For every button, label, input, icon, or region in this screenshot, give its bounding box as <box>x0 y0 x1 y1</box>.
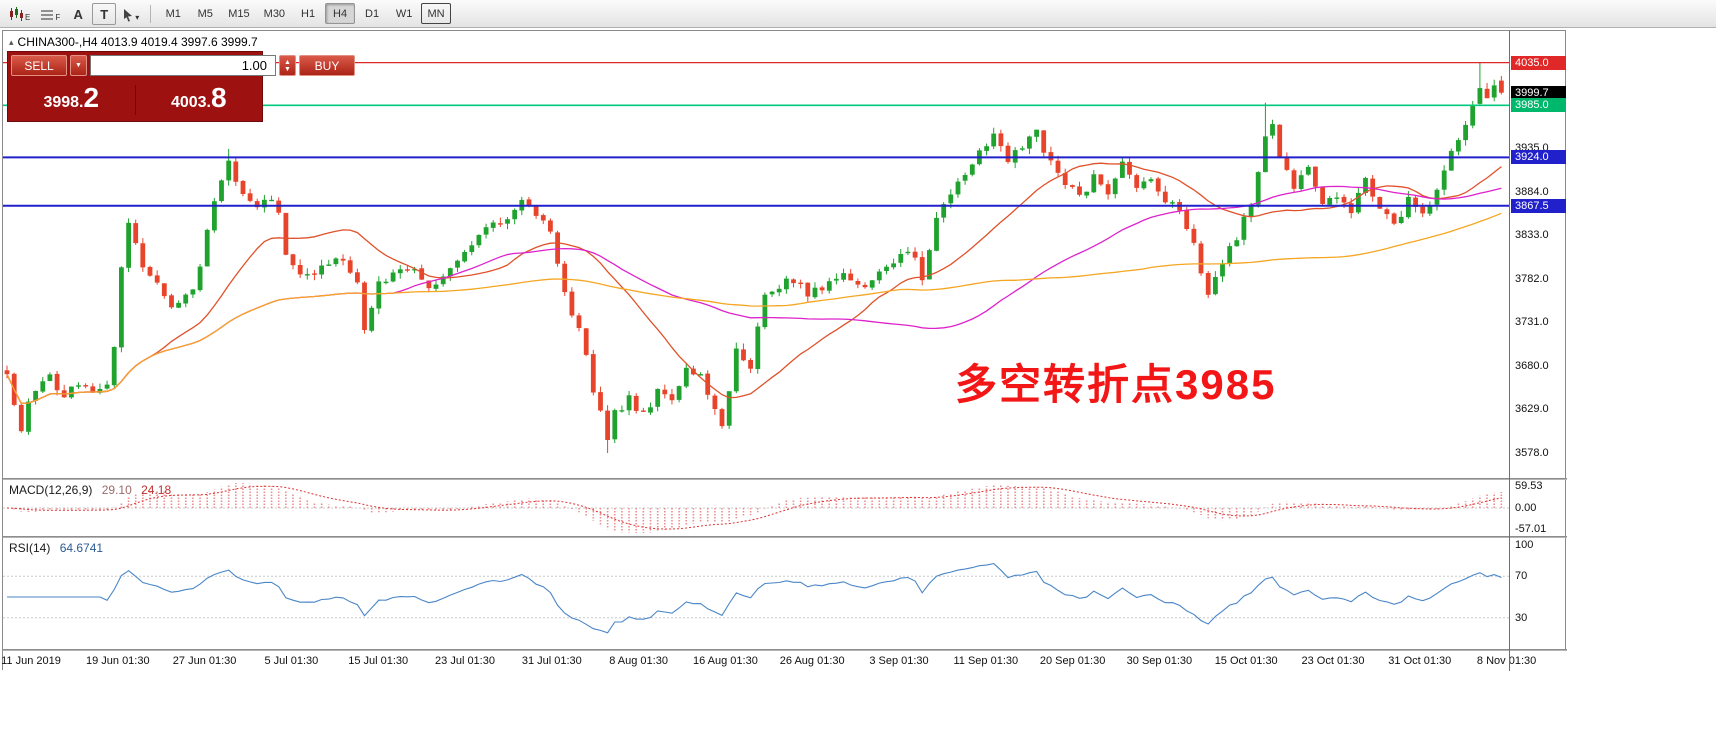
time-axis-label: 8 Aug 01:30 <box>609 655 668 667</box>
grid-chart-icon[interactable]: F <box>36 3 64 25</box>
chart-ohlc-header: ▴ CHINA300-,H4 4013.9 4019.4 3997.6 3999… <box>9 35 258 49</box>
grid-glyph <box>41 9 54 20</box>
rsi-indicator-chart[interactable] <box>3 538 1509 649</box>
price-axis-label: 3782.0 <box>1515 272 1549 285</box>
time-axis[interactable]: 11 Jun 2019 19 Jun 01:30 27 Jun 01:30 5 Jul… <box>1 651 1567 671</box>
macd-axis-label: 59.53 <box>1515 480 1543 492</box>
time-axis-label: 27 Jun 01:30 <box>172 655 237 667</box>
timeframe-button-m5[interactable]: M5 <box>197 7 213 20</box>
buy-price: 4003.8 <box>170 81 227 113</box>
candlestick-chart[interactable] <box>3 31 1509 478</box>
macd-label: MACD(12,26,9) 29.10 24.18 <box>9 483 172 497</box>
price-axis-label: 3833.0 <box>1515 229 1549 242</box>
timeframe-button-w1[interactable]: W1 <box>395 7 413 20</box>
chevron-down-icon: ▼ <box>284 65 291 73</box>
sell-button[interactable]: SELL <box>11 55 67 76</box>
time-axis-label: 8 Nov 01:30 <box>1476 655 1537 667</box>
time-axis-label: 11 Sep 01:30 <box>953 655 1019 667</box>
chart-annotation-text: 多空转折点3985 <box>955 361 1277 408</box>
rsi-axis-label: 70 <box>1515 570 1528 583</box>
panel-separator <box>3 649 1567 651</box>
price-tag-3924.0: 3924.0 <box>1511 150 1566 165</box>
time-axis-label: 5 Jul 01:30 <box>264 655 319 667</box>
candlestick-glyph <box>10 6 23 21</box>
time-axis-label: 23 Oct 01:30 <box>1301 655 1365 667</box>
chevron-down-icon: ▾ <box>135 12 140 22</box>
timeframe-toolbar: M1 M5 M15 M30 H1 H4 D1 W1 MN <box>157 3 452 24</box>
chevron-down-icon: ▼ <box>75 62 82 69</box>
rsi-label: RSI(14) 64.6741 <box>9 541 104 555</box>
cursor-select-icon[interactable]: ▾ <box>118 3 143 25</box>
time-axis-label: 26 Aug 01:30 <box>779 655 845 667</box>
cursor-glyph <box>124 8 133 22</box>
macd-axis-label: 0.00 <box>1515 502 1537 514</box>
time-axis-label: 15 Oct 01:30 <box>1214 655 1278 667</box>
toolbar-separator <box>150 4 152 23</box>
price-tag-3867.5: 3867.5 <box>1511 198 1566 213</box>
timeframe-button-h4[interactable]: H4 <box>325 3 356 24</box>
timeframe-button-m15[interactable]: M15 <box>228 7 250 20</box>
price-axis[interactable]: 3935.0 3884.0 3833.0 3782.0 3731.0 3680.0 3629… <box>1509 31 1567 671</box>
time-axis-label: 3 Sep 01:30 <box>869 655 929 667</box>
time-axis-label: 20 Sep 01:30 <box>1039 655 1106 667</box>
timeframe-button-d1[interactable]: D1 <box>365 7 380 20</box>
price-axis-label: 3578.0 <box>1515 446 1549 459</box>
trade-controls-row: SELL ▼ ▲▼ BUY <box>8 52 355 79</box>
time-axis-label: 31 Jul 01:30 <box>521 655 582 667</box>
time-axis-label: 11 Jun 2019 <box>1 655 61 667</box>
timeframe-button-m1[interactable]: M1 <box>165 7 181 20</box>
price-axis-label: 3731.0 <box>1515 316 1549 329</box>
macd-signal-value: 24.18 <box>141 483 172 497</box>
price-axis-label: 3629.0 <box>1515 403 1549 416</box>
candlestick-chart-icon[interactable]: E <box>5 3 34 25</box>
time-axis-label: 15 Jul 01:30 <box>348 655 409 667</box>
chevron-up-icon: ▲ <box>284 58 291 66</box>
rsi-axis-label: 100 <box>1515 539 1534 551</box>
price-tag-4035.0: 4035.0 <box>1511 55 1566 70</box>
time-axis-label: 16 Aug 01:30 <box>692 655 758 667</box>
volume-stepper[interactable]: ▲ ▼ <box>279 55 296 76</box>
timeframe-button-h1[interactable]: H1 <box>301 7 316 20</box>
collapse-arrow-icon[interactable]: ▴ <box>9 36 14 47</box>
price-tag-3999.7: 3999.7 <box>1511 85 1566 100</box>
panel-separator[interactable] <box>3 478 1567 480</box>
macd-main-value: 29.10 <box>101 483 132 497</box>
rsi-axis-label: 30 <box>1515 611 1528 624</box>
timeframe-button-mn[interactable]: MN <box>421 3 452 24</box>
timeframe-button-m30[interactable]: M30 <box>263 7 286 20</box>
chart-header-text: CHINA300-,H4 4013.9 4019.4 3997.6 3999.7 <box>17 35 258 49</box>
one-click-trading-panel: SELL ▼ ▲▼ BUY 3998.2 4003.8 <box>7 51 355 122</box>
time-axis-label: 31 Oct 01:30 <box>1388 655 1452 667</box>
time-axis-label: 19 Jun 01:30 <box>85 655 150 667</box>
volume-input[interactable] <box>90 55 276 76</box>
toolbar: E F A T ▾ M1 M5 M15 M30 H1 H4 D1 W1 MN <box>0 0 1716 28</box>
sell-price: 3998.2 <box>43 81 100 113</box>
macd-axis-label: -57.01 <box>1515 523 1547 536</box>
buy-button[interactable]: BUY <box>299 55 355 76</box>
panel-separator[interactable] <box>3 536 1567 538</box>
text-label-icon[interactable]: A <box>73 6 83 22</box>
rsi-value: 64.6741 <box>59 541 104 555</box>
price-axis-label: 3884.0 <box>1515 185 1549 198</box>
macd-indicator-chart[interactable] <box>3 480 1509 536</box>
template-icon[interactable]: T <box>92 2 117 25</box>
time-axis-label: 30 Sep 01:30 <box>1126 655 1193 667</box>
chart-window: ▴ CHINA300-,H4 4013.9 4019.4 3997.6 3999… <box>1 30 1567 671</box>
trade-prices-row: 3998.2 4003.8 <box>8 79 262 121</box>
price-tag-3985.0: 3985.0 <box>1511 98 1566 113</box>
time-axis-label: 23 Jul 01:30 <box>435 655 495 667</box>
price-divider <box>134 85 136 115</box>
price-axis-label: 3680.0 <box>1515 359 1549 372</box>
sell-dropdown-button[interactable]: ▼ <box>70 55 87 76</box>
